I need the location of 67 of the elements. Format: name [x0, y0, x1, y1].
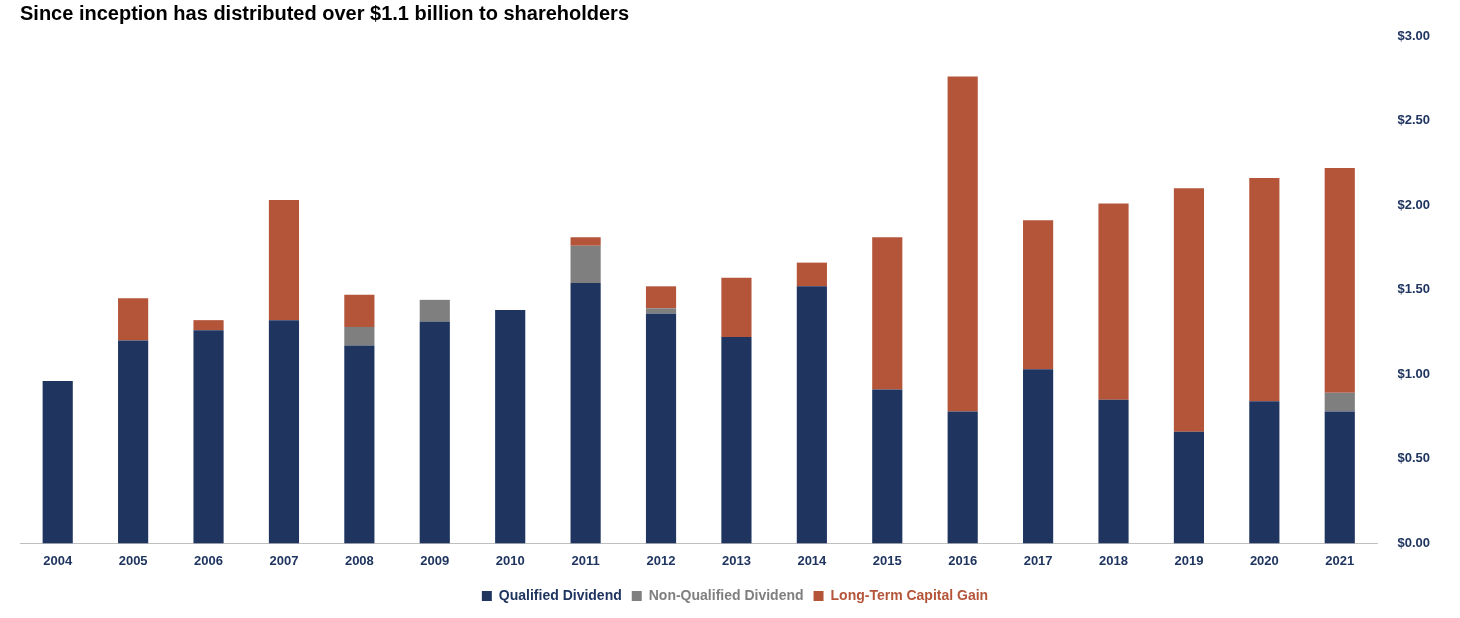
x-tick-label: 2018 [1099, 552, 1128, 568]
legend-label: Qualified Dividend [498, 586, 622, 603]
y-tick-label: $0.00 [1397, 534, 1431, 550]
bar [796, 286, 827, 544]
bar [1098, 203, 1129, 400]
bar [1324, 392, 1355, 412]
y-tick-label: $0.50 [1397, 450, 1431, 466]
bar [1173, 431, 1205, 544]
x-tick-label: 2017 [1023, 552, 1053, 568]
bar [1023, 220, 1054, 370]
legend-label: Non-Qualified Dividend [648, 586, 804, 603]
bar [42, 381, 73, 544]
bar [118, 340, 149, 544]
bar [796, 262, 827, 287]
bar [1249, 401, 1280, 544]
bar [1324, 411, 1355, 544]
bar [193, 320, 224, 331]
bar [118, 298, 149, 341]
bar [872, 389, 903, 544]
legend-label: Long-Term Capital Gain [830, 586, 989, 603]
bar [721, 277, 752, 338]
bar [419, 299, 450, 322]
bar [1098, 399, 1129, 544]
y-tick-label: $2.50 [1397, 112, 1431, 128]
x-tick-label: 2008 [344, 552, 374, 568]
bar [947, 411, 978, 544]
bar [193, 330, 224, 544]
bar [268, 200, 300, 321]
x-tick-label: 2016 [948, 552, 978, 568]
bar [419, 321, 450, 544]
y-tick-label: $3.00 [1397, 27, 1431, 43]
chart-title: Since inception has distributed over $1.1 billion to shareholders [20, 1, 630, 24]
bar [645, 313, 677, 544]
y-tick-label: $2.00 [1397, 196, 1431, 212]
x-tick-label: 2015 [872, 552, 902, 568]
bar [344, 326, 375, 346]
bar [570, 245, 601, 283]
bar [1023, 369, 1054, 544]
bar [645, 286, 677, 309]
x-tick-label: 2014 [797, 552, 828, 568]
x-tick-label: 2005 [118, 552, 148, 568]
bar [872, 237, 903, 390]
x-tick-label: 2011 [571, 552, 600, 568]
bar [268, 320, 300, 544]
bar [721, 337, 752, 544]
x-tick-label: 2020 [1249, 552, 1279, 568]
x-tick-label: 2010 [495, 552, 525, 568]
y-tick-label: $1.50 [1397, 281, 1431, 297]
x-tick-label: 2007 [269, 552, 299, 568]
bar [344, 294, 375, 327]
bar [645, 308, 677, 314]
bar [1324, 167, 1355, 393]
bar [947, 76, 978, 412]
bar [570, 237, 601, 246]
bar [1173, 188, 1205, 432]
x-tick-label: 2009 [420, 552, 450, 568]
bar [344, 345, 375, 544]
bar [1249, 178, 1280, 402]
y-tick-label: $1.00 [1397, 365, 1431, 381]
bar [495, 310, 526, 544]
bar [570, 282, 601, 544]
x-tick-label: 2012 [646, 552, 676, 568]
x-tick-label: 2021 [1325, 552, 1355, 568]
x-tick-label: 2019 [1174, 552, 1204, 568]
x-tick-label: 2006 [194, 552, 223, 568]
x-tick-label: 2013 [721, 552, 751, 568]
x-tick-label: 2004 [43, 552, 73, 568]
